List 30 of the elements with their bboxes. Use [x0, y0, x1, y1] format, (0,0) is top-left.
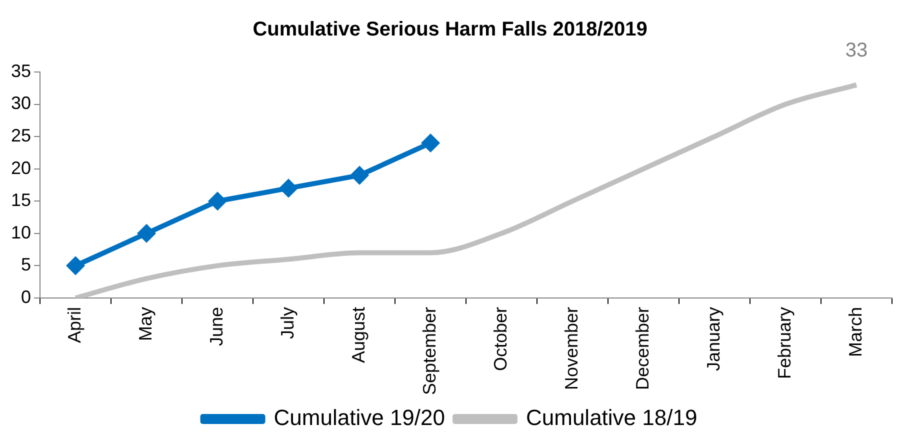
legend-label: Cumulative 19/20 [274, 405, 446, 430]
y-tick-label: 30 [10, 93, 32, 114]
y-tick-label: 10 [10, 222, 32, 242]
y-tick-label: 35 [10, 60, 32, 81]
x-tick-label: October [490, 306, 510, 371]
x-tick-label: May [135, 306, 156, 341]
x-tick-label: March [845, 306, 866, 357]
y-tick-label: 0 [21, 286, 32, 307]
point [280, 180, 298, 197]
x-tick-label: December [632, 306, 652, 390]
point [138, 224, 156, 242]
x-tick-label: July [277, 306, 298, 339]
point [67, 257, 84, 274]
y-tick-label: 25 [10, 126, 32, 146]
x-tick-label: April [64, 306, 84, 343]
x-tick-label: June [206, 306, 226, 346]
y-tick-label: 20 [10, 158, 32, 178]
legend-label: Cumulative 18/19 [526, 405, 698, 430]
x-tick-label: January [703, 306, 724, 371]
y-tick-label: 15 [10, 190, 32, 210]
x-tick-label: September [419, 306, 440, 396]
point [351, 166, 368, 184]
x-tick-label: November [561, 306, 582, 390]
x-tick-label: August [348, 306, 368, 363]
y-tick-label: 5 [21, 254, 32, 275]
chart-title: Cumulative Serious Harm Falls 2018/2019 [252, 18, 648, 41]
data-label: 33 [845, 39, 868, 62]
point [422, 134, 440, 152]
x-tick-label: February [774, 306, 794, 379]
point [209, 192, 226, 210]
